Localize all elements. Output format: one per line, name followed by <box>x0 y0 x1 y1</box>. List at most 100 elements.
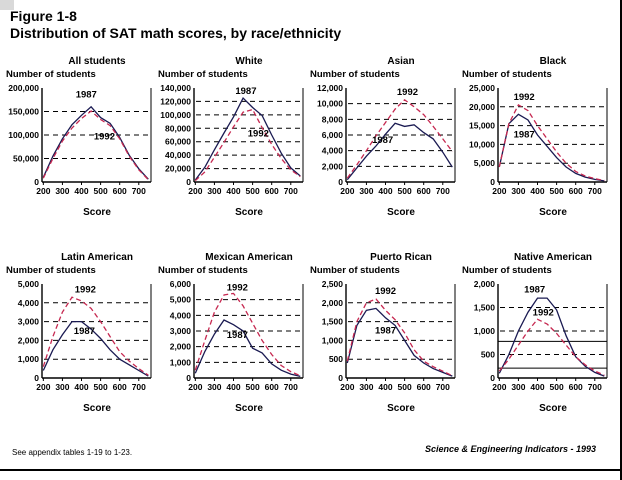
chart-svg: 0 1,000 2,000 3,000 4,000 5,000 200 300 400 500 60… <box>18 279 152 392</box>
chart-svg: 0 50,000 100,000 150,000 200,000 200 300 400 500… <box>8 83 152 196</box>
svg-text:500: 500 <box>481 350 495 360</box>
svg-text:1987: 1987 <box>375 326 396 337</box>
svg-text:4,000: 4,000 <box>18 298 40 308</box>
chart-panel-mexican-american: Mexican American Number of students 0 1,0… <box>156 252 308 414</box>
svg-text:1987: 1987 <box>74 326 95 337</box>
x-axis-label: Score <box>387 207 415 218</box>
x-axis-label: Score <box>235 403 263 414</box>
svg-text:1992: 1992 <box>514 92 535 103</box>
svg-text:1987: 1987 <box>524 284 545 295</box>
chart-svg: 0 1,000 2,000 3,000 4,000 5,000 6,000 200 300 400… <box>170 279 304 392</box>
svg-text:40,000: 40,000 <box>165 150 191 160</box>
svg-text:3,000: 3,000 <box>170 326 192 336</box>
svg-text:100,000: 100,000 <box>8 130 39 140</box>
svg-text:700: 700 <box>588 382 602 392</box>
svg-text:500: 500 <box>550 382 564 392</box>
svg-text:700: 700 <box>284 382 298 392</box>
svg-text:1,500: 1,500 <box>322 317 344 327</box>
svg-text:0: 0 <box>186 177 191 187</box>
page-border-right <box>620 0 622 480</box>
svg-text:1,000: 1,000 <box>18 354 40 364</box>
svg-text:120,000: 120,000 <box>160 96 191 106</box>
svg-text:12,000: 12,000 <box>317 83 343 93</box>
corner-artifact <box>0 0 14 10</box>
x-axis-label: Score <box>83 207 111 218</box>
chart-title: All students <box>68 56 126 67</box>
svg-text:600: 600 <box>113 186 127 196</box>
svg-text:300: 300 <box>359 186 373 196</box>
svg-text:2,000: 2,000 <box>18 335 40 345</box>
svg-text:400: 400 <box>530 382 544 392</box>
svg-text:6,000: 6,000 <box>170 279 192 289</box>
svg-text:1,500: 1,500 <box>474 303 496 313</box>
svg-text:1992: 1992 <box>533 307 554 318</box>
svg-text:2,000: 2,000 <box>322 161 344 171</box>
svg-text:600: 600 <box>113 382 127 392</box>
svg-text:2,000: 2,000 <box>322 298 344 308</box>
svg-text:300: 300 <box>55 382 69 392</box>
svg-text:500: 500 <box>398 186 412 196</box>
chart-svg: 0 500 1,000 1,500 2,000 2,500 200 300 400 500 600 7… <box>322 279 456 392</box>
svg-text:600: 600 <box>569 186 583 196</box>
chart-panel-asian: Asian Number of students 0 2,000 4,000 6,00… <box>308 56 460 218</box>
y-axis-label: Number of students <box>158 265 248 276</box>
svg-text:600: 600 <box>417 382 431 392</box>
svg-text:400: 400 <box>378 186 392 196</box>
x-axis-label: Score <box>539 207 567 218</box>
svg-text:300: 300 <box>511 382 525 392</box>
chart-title: White <box>235 56 263 67</box>
svg-text:500: 500 <box>398 382 412 392</box>
chart-title: Native American <box>514 252 592 263</box>
svg-text:0: 0 <box>34 177 39 187</box>
chart-panel-black: Black Number of students 0 5,000 10,000 15,… <box>460 56 612 218</box>
chart-panel-native-american: Native American Number of students 0 500 1… <box>460 252 612 414</box>
svg-text:4,000: 4,000 <box>170 310 192 320</box>
svg-text:200: 200 <box>492 186 506 196</box>
chart-panel-latin-american: Latin American Number of students 0 1,000… <box>4 252 156 414</box>
svg-text:15,000: 15,000 <box>469 121 495 131</box>
svg-text:2,000: 2,000 <box>474 279 496 289</box>
svg-text:700: 700 <box>132 382 146 392</box>
svg-text:200: 200 <box>340 382 354 392</box>
chart-panel-white: White Number of students 0 20,000 40,000 60… <box>156 56 308 218</box>
svg-text:10,000: 10,000 <box>469 139 495 149</box>
svg-text:700: 700 <box>436 186 450 196</box>
svg-text:200: 200 <box>36 186 50 196</box>
svg-text:600: 600 <box>417 186 431 196</box>
svg-text:300: 300 <box>511 186 525 196</box>
svg-text:0: 0 <box>490 373 495 383</box>
svg-text:1987: 1987 <box>235 86 256 97</box>
svg-text:1992: 1992 <box>94 132 115 143</box>
chart-svg: 0 2,000 4,000 6,000 8,000 10,000 12,000 200 300 4… <box>317 83 456 196</box>
svg-text:0: 0 <box>490 177 495 187</box>
svg-text:200: 200 <box>492 382 506 392</box>
svg-text:200: 200 <box>188 186 202 196</box>
svg-text:600: 600 <box>265 382 279 392</box>
svg-text:1992: 1992 <box>75 284 96 295</box>
svg-text:200,000: 200,000 <box>8 83 39 93</box>
svg-text:150,000: 150,000 <box>8 107 39 117</box>
x-axis-label: Score <box>539 403 567 414</box>
svg-text:1992: 1992 <box>397 87 418 98</box>
svg-text:2,000: 2,000 <box>170 342 192 352</box>
svg-text:500: 500 <box>246 382 260 392</box>
svg-text:200: 200 <box>340 186 354 196</box>
svg-text:20,000: 20,000 <box>469 102 495 112</box>
x-axis-label: Score <box>387 403 415 414</box>
x-axis-label: Score <box>235 207 263 218</box>
svg-text:4,000: 4,000 <box>322 146 344 156</box>
svg-text:1992: 1992 <box>375 286 396 297</box>
chart-svg: 0 500 1,000 1,500 2,000 200 300 400 500 600 700 198… <box>474 279 608 392</box>
appendix-note: See appendix tables 1-19 to 1-23. <box>12 448 133 457</box>
x-axis-label: Score <box>83 403 111 414</box>
svg-text:1,000: 1,000 <box>170 357 192 367</box>
svg-text:700: 700 <box>588 186 602 196</box>
svg-text:6,000: 6,000 <box>322 130 344 140</box>
chart-svg: 0 5,000 10,000 15,000 20,000 25,000 200 300 400 5… <box>469 83 608 196</box>
chart-title: Mexican American <box>205 252 293 263</box>
chart-title: Asian <box>387 56 415 67</box>
svg-text:3,000: 3,000 <box>18 317 40 327</box>
svg-text:700: 700 <box>132 186 146 196</box>
svg-text:300: 300 <box>359 382 373 392</box>
svg-text:1992: 1992 <box>227 282 248 293</box>
